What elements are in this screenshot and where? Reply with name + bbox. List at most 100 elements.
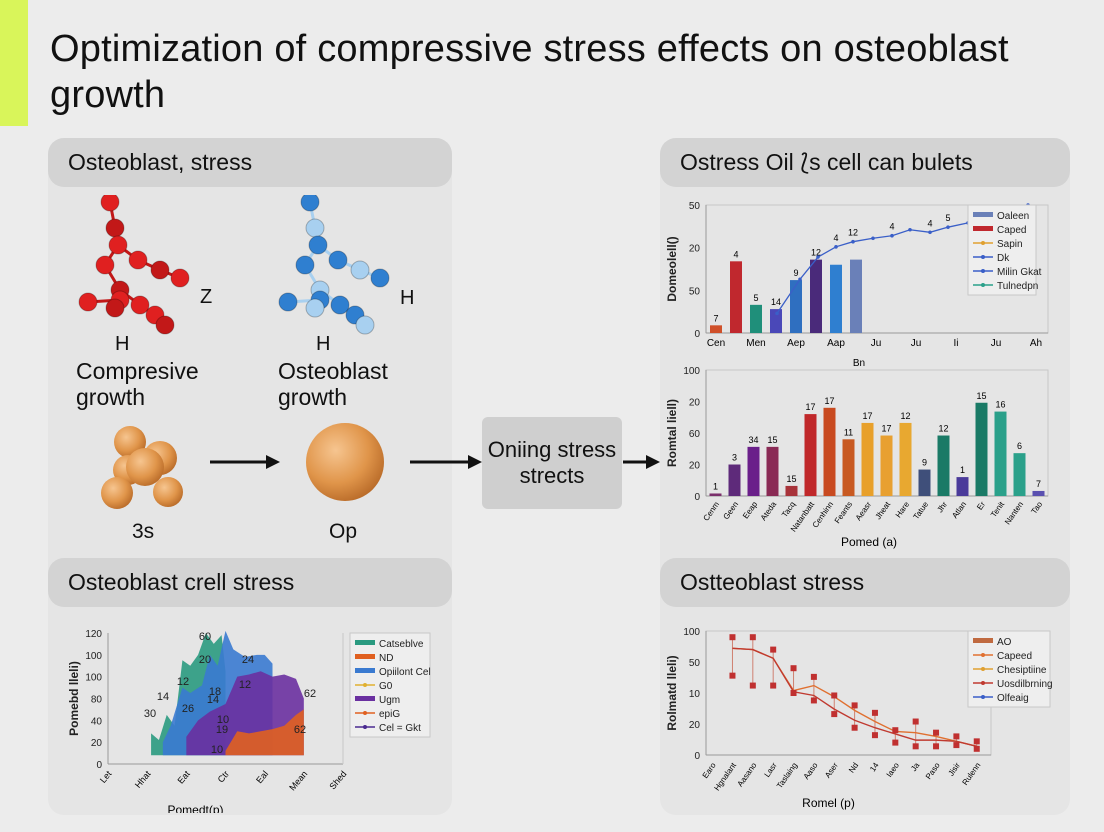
y-axis-label: Romtal liell) [665,399,679,467]
data-annotation: 14 [207,694,219,706]
bar [766,446,779,496]
line-point [890,233,894,238]
sphere-label: Op [329,520,358,543]
x-tick-label: Nanten [1003,500,1025,526]
atom [305,218,325,238]
bar-value-label: 7 [1036,479,1041,489]
y-tick-label: 20 [91,738,103,749]
bar [1013,453,1026,496]
data-marker [892,727,899,734]
bar-value-label: 14 [771,297,781,307]
y-axis-label: Rolmatd lleli) [665,655,679,730]
legend-marker [981,241,985,245]
y-tick-label: 0 [694,329,700,340]
y-tick-label: 100 [683,627,700,638]
top-right-chart: 0 50 20 50 Domeolell() 7 4 5 14 9 12 4 12 4 4 5 Cen Men Ae… [665,201,1049,367]
bar [810,259,822,333]
data-marker [749,634,756,641]
y-tick-label: 100 [683,366,700,377]
x-tick-label: Eat [176,768,193,785]
line-point [834,245,838,249]
legend-marker [981,255,985,259]
bar [804,414,817,496]
data-annotation: 12 [239,679,251,691]
line-series [732,647,977,748]
legend-marker [363,683,367,687]
legend-marker [981,283,985,287]
data-marker [729,634,736,641]
x-tick-label: Eeap [741,500,759,521]
legend-marker [981,667,985,671]
bar-value-label: 17 [824,396,834,406]
x-tick-label: Earo [701,761,718,780]
bar [850,259,862,333]
osteoblast-sphere-icon [306,423,384,501]
legend-label: Opiilont Cel [379,667,431,678]
bar-value-label: 15 [976,391,986,401]
x-tick-label: Atlan [950,500,968,520]
x-tick-label: Nd [847,761,860,775]
data-annotation: 10 [217,714,229,726]
legend-marker [363,725,367,729]
center-process-box: Oniing stress strects [482,417,622,509]
legend-label: Catseblve [379,639,424,650]
data-marker [851,724,858,731]
legend-swatch [973,212,993,217]
bar [918,469,931,496]
line-value-label: 4 [833,233,838,243]
legend-label: G0 [379,681,393,692]
blue-molecule-label-h1: H [400,287,415,309]
bar-value-label: 12 [900,411,910,421]
line-value-label: 4 [889,222,894,232]
bar [861,422,874,496]
bar [747,446,760,496]
legend-swatch [973,226,993,231]
accent-bar [0,0,28,126]
bar-value-label: 5 [753,293,758,303]
atom [328,250,348,270]
legend-label: Milin Gkat [997,267,1042,278]
center-process-text: Oniing stress strects [487,437,617,488]
data-annotation: 12 [177,676,189,688]
bar [994,411,1007,496]
arrow-icon [623,455,660,469]
y-tick-label: 60 [689,429,701,440]
y-axis-label: Pomebd lleli) [67,661,81,736]
legend-marker [981,269,985,273]
legend-label: Caped [997,225,1026,236]
x-tick-label: Aeasr [854,500,874,523]
atom [95,255,115,275]
legend-label: Ugm [379,695,400,706]
x-tick-label: Feants [833,500,854,525]
arrow-icon [410,455,482,469]
x-axis-label: Pomed (a) [841,535,897,549]
bar [830,264,842,333]
x-tick-label: Eal [254,769,270,785]
line-value-label: 4 [927,218,932,228]
x-tick-label: Paso [924,761,942,782]
data-marker [973,738,980,745]
cluster-label: 3s [132,520,155,543]
x-tick-label: Aep [787,338,805,349]
atom [300,195,320,212]
arrow-icon [210,455,280,469]
page-title: Optimization of compressive stress effec… [50,28,1009,116]
x-tick-label: Cen [707,338,725,349]
legend-swatch [355,654,375,659]
red-molecule-label-z: Z [200,286,213,308]
y-tick-label: 50 [689,286,701,297]
y-tick-label: 0 [96,760,102,771]
data-marker [933,729,940,736]
data-marker [953,742,960,749]
data-marker [810,697,817,704]
x-tick-label: Geen [722,500,741,521]
bar-value-label: 12 [811,248,821,258]
y-tick-label: 20 [689,461,701,472]
bar-value-label: 17 [862,411,872,421]
x-axis-label: Pomedt(p) [167,803,223,813]
legend-label: AO [997,637,1012,648]
x-tick-label: Aasano [736,761,759,789]
legend-label: Tulnedpn [997,281,1038,292]
x-tick-label: Iaeo [885,761,902,779]
